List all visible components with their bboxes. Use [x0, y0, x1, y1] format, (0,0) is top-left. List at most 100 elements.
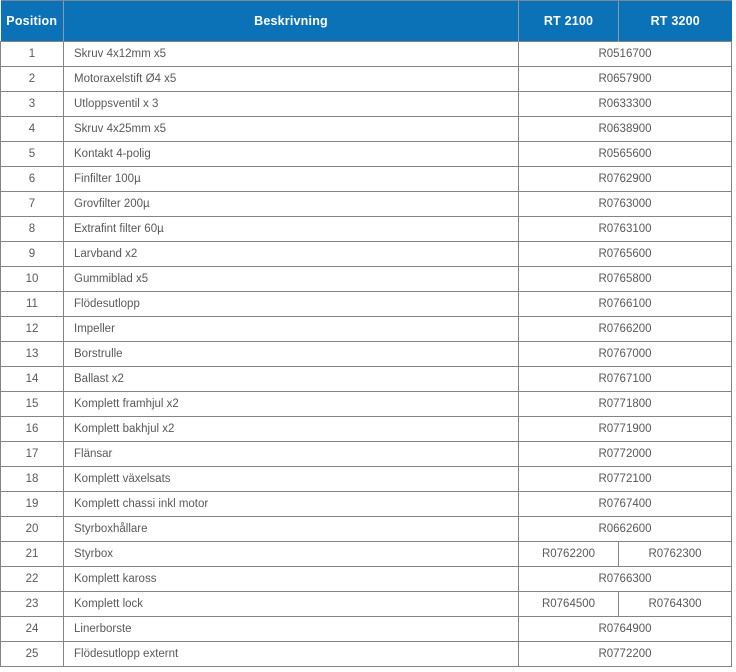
description-cell: Styrboxhållare: [63, 516, 519, 542]
description-cell: Styrbox: [63, 541, 519, 567]
position-cell: 13: [0, 341, 64, 367]
position-cell: 6: [0, 166, 64, 192]
header-row: Position Beskrivning RT 2100 RT 3200: [0, 0, 732, 42]
column-header-rt2100: RT 2100: [518, 0, 619, 42]
part-number-cell-shared: R0516700: [518, 41, 732, 67]
column-header-description: Beskrivning: [63, 0, 519, 42]
column-header-position: Position: [0, 0, 64, 42]
table-row: 1 Skruv 4x12mm x5 R0516700: [0, 41, 732, 67]
part-number-cell-shared: R0662600: [518, 516, 732, 542]
position-cell: 14: [0, 366, 64, 392]
description-cell: Extrafint filter 60µ: [63, 216, 519, 242]
table-row: 8 Extrafint filter 60µ R0763100: [0, 216, 732, 242]
part-number-cell-shared: R0771800: [518, 391, 732, 417]
part-number-cell-shared: R0772000: [518, 441, 732, 467]
part-number-cell-shared: R0767400: [518, 491, 732, 517]
table-row: 21 Styrbox R0762200 R0762300: [0, 541, 732, 567]
description-cell: Skruv 4x12mm x5: [63, 41, 519, 67]
part-number-cell-shared: R0772200: [518, 641, 732, 667]
description-cell: Ballast x2: [63, 366, 519, 392]
table-row: 12 Impeller R0766200: [0, 316, 732, 342]
description-cell: Komplett lock: [63, 591, 519, 617]
table-row: 10 Gummiblad x5 R0765800: [0, 266, 732, 292]
description-cell: Skruv 4x25mm x5: [63, 116, 519, 142]
position-cell: 1: [0, 41, 64, 67]
part-number-cell-shared: R0762900: [518, 166, 732, 192]
description-cell: Grovfilter 200µ: [63, 191, 519, 217]
position-cell: 12: [0, 316, 64, 342]
position-cell: 19: [0, 491, 64, 517]
part-number-cell-shared: R0766200: [518, 316, 732, 342]
table-row: 16 Komplett bakhjul x2 R0771900: [0, 416, 732, 442]
table-body: 1 Skruv 4x12mm x5 R0516700 2 Motoraxelstift …: [0, 41, 732, 667]
position-cell: 22: [0, 566, 64, 592]
description-cell: Komplett växelsats: [63, 466, 519, 492]
part-number-cell-shared: R0763000: [518, 191, 732, 217]
description-cell: Borstrulle: [63, 341, 519, 367]
description-cell: Komplett bakhjul x2: [63, 416, 519, 442]
description-cell: Linerborste: [63, 616, 519, 642]
part-number-cell-rt3200: R0762300: [618, 541, 732, 567]
table-row: 17 Flänsar R0772000: [0, 441, 732, 467]
table-row: 22 Komplett kaross R0766300: [0, 566, 732, 592]
table-row: 13 Borstrulle R0767000: [0, 341, 732, 367]
part-number-cell-shared: R0764900: [518, 616, 732, 642]
part-number-cell-shared: R0565600: [518, 141, 732, 167]
table-row: 3 Utloppsventil x 3 R0633300: [0, 91, 732, 117]
part-number-cell-rt2100: R0762200: [518, 541, 619, 567]
description-cell: Komplett chassi inkl motor: [63, 491, 519, 517]
position-cell: 16: [0, 416, 64, 442]
position-cell: 23: [0, 591, 64, 617]
table-row: 11 Flödesutlopp R0766100: [0, 291, 732, 317]
part-number-cell-shared: R0763100: [518, 216, 732, 242]
part-number-cell-shared: R0766300: [518, 566, 732, 592]
part-number-cell-shared: R0765800: [518, 266, 732, 292]
position-cell: 4: [0, 116, 64, 142]
table-row: 2 Motoraxelstift Ø4 x5 R0657900: [0, 66, 732, 92]
position-cell: 10: [0, 266, 64, 292]
position-cell: 3: [0, 91, 64, 117]
part-number-cell-rt2100: R0764500: [518, 591, 619, 617]
description-cell: Komplett kaross: [63, 566, 519, 592]
position-cell: 5: [0, 141, 64, 167]
part-number-cell-shared: R0765600: [518, 241, 732, 267]
description-cell: Larvband x2: [63, 241, 519, 267]
description-cell: Finfilter 100µ: [63, 166, 519, 192]
position-cell: 9: [0, 241, 64, 267]
position-cell: 2: [0, 66, 64, 92]
table-row: 20 Styrboxhållare R0662600: [0, 516, 732, 542]
part-number-cell-shared: R0771900: [518, 416, 732, 442]
part-number-cell-shared: R0767100: [518, 366, 732, 392]
position-cell: 11: [0, 291, 64, 317]
table-row: 15 Komplett framhjul x2 R0771800: [0, 391, 732, 417]
description-cell: Gummiblad x5: [63, 266, 519, 292]
part-number-cell-shared: R0767000: [518, 341, 732, 367]
position-cell: 17: [0, 441, 64, 467]
description-cell: Flänsar: [63, 441, 519, 467]
table-row: 9 Larvband x2 R0765600: [0, 241, 732, 267]
position-cell: 20: [0, 516, 64, 542]
part-number-cell-shared: R0772100: [518, 466, 732, 492]
description-cell: Utloppsventil x 3: [63, 91, 519, 117]
description-cell: Impeller: [63, 316, 519, 342]
table-row: 6 Finfilter 100µ R0762900: [0, 166, 732, 192]
table-row: 25 Flödesutlopp externt R0772200: [0, 641, 732, 667]
table-row: 24 Linerborste R0764900: [0, 616, 732, 642]
position-cell: 18: [0, 466, 64, 492]
description-cell: Motoraxelstift Ø4 x5: [63, 66, 519, 92]
position-cell: 25: [0, 641, 64, 667]
position-cell: 21: [0, 541, 64, 567]
description-cell: Flödesutlopp externt: [63, 641, 519, 667]
part-number-cell-rt3200: R0764300: [618, 591, 732, 617]
table-row: 7 Grovfilter 200µ R0763000: [0, 191, 732, 217]
part-number-cell-shared: R0633300: [518, 91, 732, 117]
part-number-cell-shared: R0766100: [518, 291, 732, 317]
table-row: 5 Kontakt 4-polig R0565600: [0, 141, 732, 167]
table-row: 19 Komplett chassi inkl motor R0767400: [0, 491, 732, 517]
table-row: 23 Komplett lock R0764500 R0764300: [0, 591, 732, 617]
position-cell: 24: [0, 616, 64, 642]
position-cell: 8: [0, 216, 64, 242]
description-cell: Flödesutlopp: [63, 291, 519, 317]
